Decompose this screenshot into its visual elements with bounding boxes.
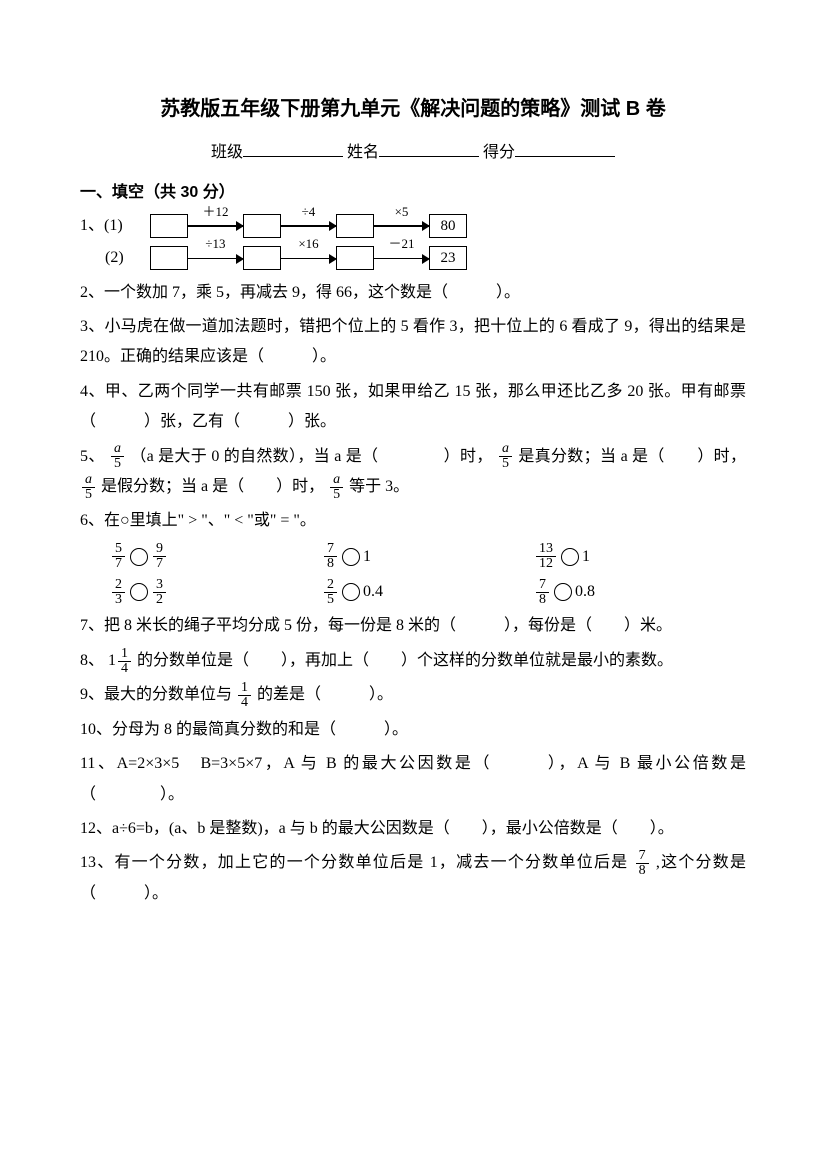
question-11: 11、A=2×3×5 B=3×5×7，A 与 B 的最大公因数是（ ），A 与 … (80, 749, 746, 810)
class-label: 班级 (211, 144, 243, 161)
compare-circle (554, 583, 572, 601)
flow-arrow: －21 (374, 246, 429, 270)
compare-item: 25 0.4 (322, 577, 534, 607)
compare-rhs: 0.8 (575, 577, 595, 607)
flow-op: ÷13 (188, 232, 243, 257)
flow-box (150, 214, 188, 238)
compare-circle (130, 583, 148, 601)
q9-part: 的差是（ ）。 (257, 686, 393, 703)
compare-item: 23 32 (110, 577, 322, 607)
class-blank (243, 139, 343, 157)
question-10: 10、分母为 8 的最简真分数的和是（ ）。 (80, 715, 746, 745)
compare-circle (342, 548, 360, 566)
compare-rhs: 1 (582, 542, 590, 572)
fraction: 57 (112, 542, 125, 571)
fraction: 14 (238, 681, 251, 710)
compare-circle (342, 583, 360, 601)
fraction: 32 (153, 578, 166, 607)
fraction: a5 (499, 442, 512, 471)
question-9: 9、最大的分数单位与 14 的差是（ ）。 (80, 680, 746, 710)
question-6-row2: 23 32 25 0.4 78 0.8 (110, 577, 746, 607)
q1-label-1: 1、(1) (80, 211, 150, 241)
q8-part: 8、 (80, 652, 104, 669)
flow-box (243, 246, 281, 270)
fraction: 14 (118, 647, 131, 676)
fraction: 25 (324, 578, 337, 607)
question-13: 13、有一个分数，加上它的一个分数单位后是 1，减去一个分数单位后是 78 ,这… (80, 848, 746, 909)
q5-part: （a 是大于 0 的自然数），当 a 是（ ）时， (130, 448, 492, 465)
student-info-line: 班级 姓名 得分 (80, 138, 746, 168)
q8-part: 的分数单位是（ ），再加上（ ）个这样的分数单位就是最小的素数。 (137, 652, 673, 669)
fraction: 78 (324, 542, 337, 571)
fraction: 23 (112, 578, 125, 607)
flow-diagram-2: ÷13 ×16 －21 23 (150, 246, 467, 270)
flow-box (336, 214, 374, 238)
question-2: 2、一个数加 7，乘 5，再减去 9，得 66，这个数是（ ）。 (80, 278, 746, 308)
question-7: 7、把 8 米长的绳子平均分成 5 份，每一份是 8 米的（ ），每份是（ ）米… (80, 611, 746, 641)
question-4: 4、甲、乙两个同学一共有邮票 150 张，如果甲给乙 15 张，那么甲还比乙多 … (80, 377, 746, 438)
question-12: 12、a÷6=b，(a、b 是整数)，a 与 b 的最大公因数是（ ），最小公倍… (80, 814, 746, 844)
score-label: 得分 (483, 144, 515, 161)
fraction: 78 (536, 578, 549, 607)
fraction: 97 (153, 542, 166, 571)
flow-op: －21 (374, 232, 429, 257)
flow-op: ×5 (374, 200, 429, 225)
compare-item: 1312 1 (534, 542, 746, 572)
page-title: 苏教版五年级下册第九单元《解决问题的策略》测试 B 卷 (80, 90, 746, 128)
flow-op: ×16 (281, 232, 336, 257)
whole-part: 1 (108, 646, 116, 676)
flow-result: 23 (429, 246, 467, 270)
score-blank (515, 139, 615, 157)
compare-item: 78 0.8 (534, 577, 746, 607)
name-blank (379, 139, 479, 157)
question-1-row2: (2) ÷13 ×16 －21 23 (80, 243, 746, 273)
compare-rhs: 1 (363, 542, 371, 572)
fraction: 1312 (536, 542, 556, 571)
q1-label-2: (2) (80, 243, 150, 273)
flow-box (150, 246, 188, 270)
fraction: a5 (111, 442, 124, 471)
flow-arrow: ÷13 (188, 246, 243, 270)
q5-part: 5、 (80, 448, 105, 465)
flow-op: ÷4 (281, 200, 336, 225)
flow-box (243, 214, 281, 238)
compare-item: 78 1 (322, 542, 534, 572)
compare-rhs: 0.4 (363, 577, 383, 607)
fraction: a5 (82, 473, 95, 502)
mixed-fraction: 1 14 (108, 646, 133, 676)
q13-part: 13、有一个分数，加上它的一个分数单位后是 1，减去一个分数单位后是 (80, 854, 628, 871)
question-8: 8、 1 14 的分数单位是（ ），再加上（ ）个这样的分数单位就是最小的素数。 (80, 646, 746, 677)
fraction: 78 (636, 849, 649, 878)
question-6-head: 6、在○里填上" > "、" < "或" = "。 (80, 506, 746, 536)
flow-op: ＋12 (188, 200, 243, 225)
question-6-row1: 57 97 78 1 1312 1 (110, 542, 746, 572)
question-5: 5、 a5 （a 是大于 0 的自然数），当 a 是（ ）时， a5 是真分数；… (80, 442, 746, 503)
question-3: 3、小马虎在做一道加法题时，错把个位上的 5 看作 3，把十位上的 6 看成了 … (80, 312, 746, 373)
compare-circle (130, 548, 148, 566)
q5-part: 是真分数；当 a 是（ ）时， (518, 448, 746, 465)
q5-part: 是假分数；当 a 是（ ）时， (101, 478, 324, 495)
fraction: a5 (330, 473, 343, 502)
q9-part: 9、最大的分数单位与 (80, 686, 232, 703)
flow-arrow: ×16 (281, 246, 336, 270)
flow-box (336, 246, 374, 270)
flow-result: 80 (429, 214, 467, 238)
compare-circle (561, 548, 579, 566)
name-label: 姓名 (347, 144, 379, 161)
compare-item: 57 97 (110, 542, 322, 572)
q5-part: 等于 3。 (349, 478, 409, 495)
